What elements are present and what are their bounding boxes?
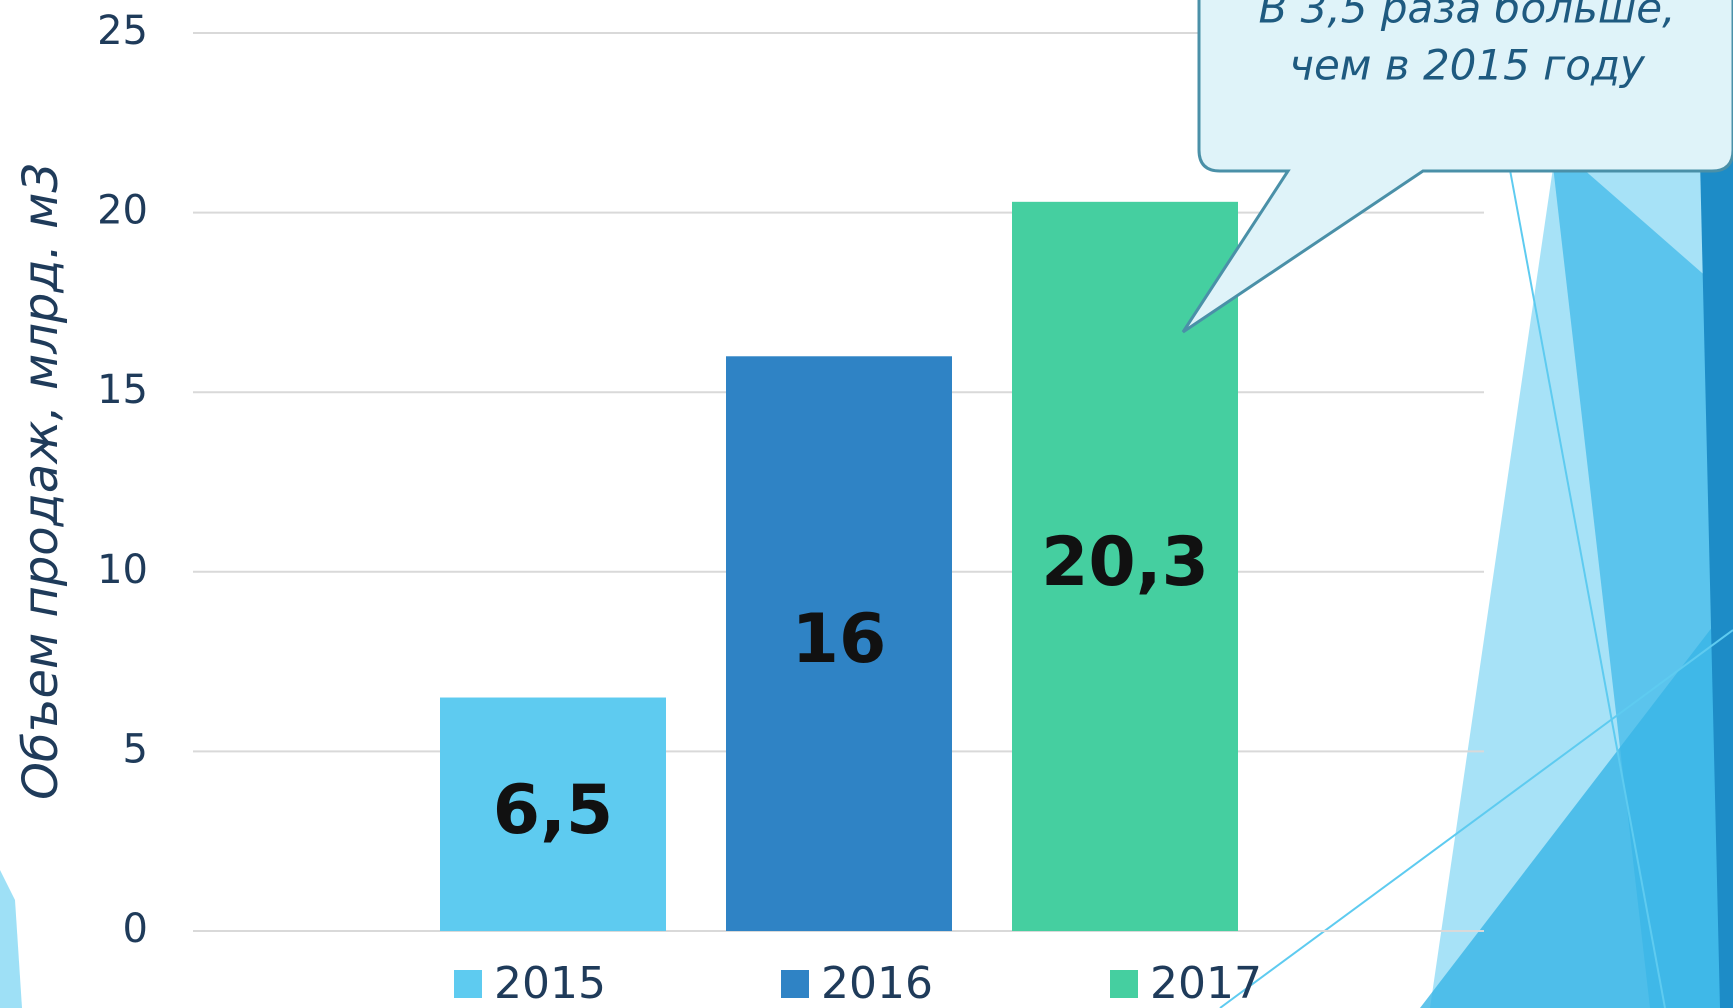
annotation-line: чем в 2015 году <box>1289 41 1646 90</box>
data-label: 20,3 <box>1041 523 1209 602</box>
legend-label: 2017 <box>1150 958 1262 1008</box>
legend-swatch <box>454 970 482 998</box>
y-tick-label: 5 <box>123 726 148 772</box>
legend-swatch <box>1110 970 1138 998</box>
y-tick-label: 20 <box>97 188 148 234</box>
annotation-line: В 3,5 раза больше, <box>1259 0 1676 33</box>
legend-swatch <box>781 970 809 998</box>
y-axis-title: Объем продаж, млрд. м3 <box>13 162 69 800</box>
legend-label: 2016 <box>821 958 933 1008</box>
chart: Объем продаж, млрд. м3 0 5 10 15 20 25 6,5 2015… <box>0 0 1733 1008</box>
y-tick-label: 0 <box>123 906 148 952</box>
y-tick-label: 25 <box>97 8 148 54</box>
data-label: 16 <box>792 600 887 679</box>
y-tick-label: 15 <box>97 367 148 413</box>
y-tick-label: 10 <box>97 547 148 593</box>
data-label: 6,5 <box>493 771 613 850</box>
legend-label: 2015 <box>494 958 606 1008</box>
